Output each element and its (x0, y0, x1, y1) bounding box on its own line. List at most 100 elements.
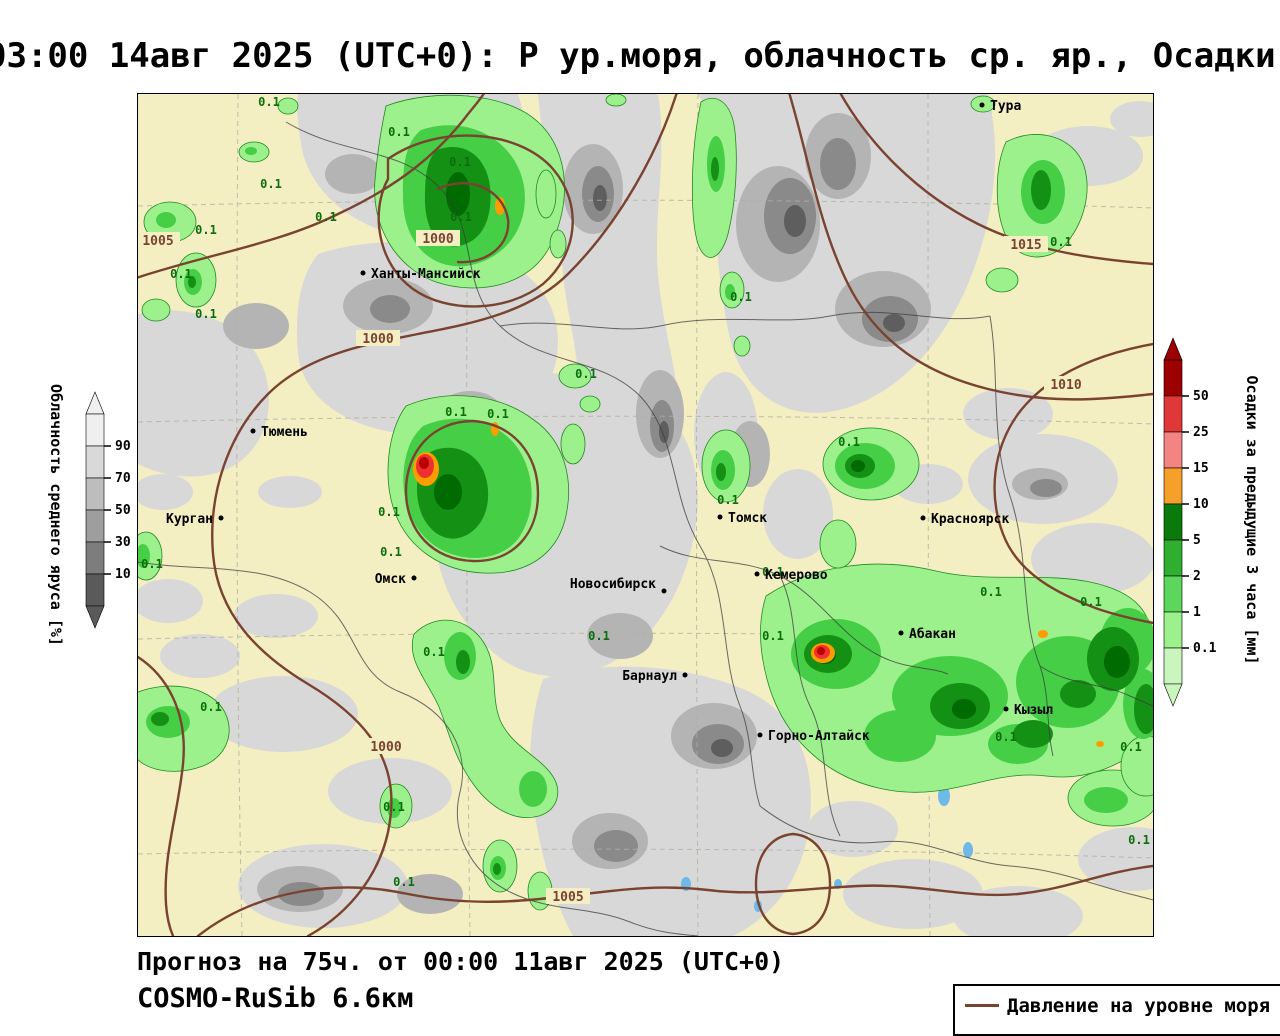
svg-text:30: 30 (115, 535, 131, 550)
svg-text:0.1: 0.1 (378, 505, 400, 519)
city-marker: Красноярск (920, 512, 1009, 527)
city-dot (411, 575, 417, 581)
svg-text:0.1: 0.1 (1193, 641, 1217, 656)
svg-text:0.1: 0.1 (449, 155, 471, 169)
svg-text:0.1: 0.1 (1080, 595, 1102, 609)
cloud-colorbar-label: Облачность среднего яруса [%] (47, 384, 65, 646)
svg-text:0.1: 0.1 (423, 645, 445, 659)
city-label: Тура (990, 99, 1021, 114)
city-dot (218, 515, 224, 521)
svg-text:1005: 1005 (552, 890, 583, 905)
svg-text:0.1: 0.1 (1120, 740, 1142, 754)
svg-text:1015: 1015 (1010, 238, 1041, 253)
city-label: Кызыл (1014, 703, 1053, 718)
svg-text:1: 1 (1193, 605, 1201, 620)
precip-colorbar: 50 25 15 10 5 2 1 0.1 Осадки за предыдущ… (1163, 337, 1261, 707)
city-dot (979, 102, 985, 108)
city-label: Курган (166, 512, 213, 527)
svg-text:1010: 1010 (1050, 378, 1081, 393)
city-dot (682, 672, 688, 678)
svg-text:0.1: 0.1 (195, 223, 217, 237)
city-marker: Томск (717, 511, 767, 526)
forecast-info: Прогноз на 75ч. от 00:00 11авг 2025 (UTC… (137, 947, 785, 976)
isobar-label: 1005 (138, 232, 180, 249)
city-marker: Тюмень (250, 425, 308, 440)
city-marker: Кызыл (1003, 703, 1053, 718)
svg-text:0.1: 0.1 (258, 95, 280, 109)
city-marker: Курган (166, 512, 224, 527)
city-label: Омск (375, 572, 406, 587)
svg-text:0.1: 0.1 (445, 405, 467, 419)
pressure-legend-label: Давление на уровне моря (1007, 995, 1271, 1017)
svg-text:0.1: 0.1 (588, 629, 610, 643)
isobar-label: 1000 (364, 738, 408, 755)
svg-text:0.1: 0.1 (450, 210, 472, 224)
svg-text:0.1: 0.1 (393, 875, 415, 889)
svg-text:0.1: 0.1 (1050, 235, 1072, 249)
city-marker: Барнаул (622, 669, 688, 684)
forecast-map: 1005 1000 1015 1000 1010 1000 1005 0.1 (137, 93, 1154, 937)
city-label: Кемерово (765, 568, 828, 583)
svg-text:0.1: 0.1 (762, 629, 784, 643)
svg-text:0.1: 0.1 (170, 267, 192, 281)
svg-text:10: 10 (115, 567, 131, 582)
page-title: 03:00 14авг 2025 (UTC+0): P ур.моря, обл… (0, 36, 1276, 76)
cloud-colorbar: Облачность среднего яруса [%] 90 70 50 3… (47, 384, 131, 646)
city-label: Томск (728, 511, 767, 526)
city-label: Тюмень (261, 425, 308, 440)
city-label: Барнаул (622, 669, 677, 684)
precip-contour-labels: 0.1 0.1 0.1 0.1 0.1 0.1 0.1 0.1 0.1 0.1 … (141, 95, 1150, 889)
isobar-line-sample (965, 1004, 999, 1007)
city-dot (661, 588, 667, 594)
svg-text:0.1: 0.1 (717, 493, 739, 507)
city-marker: Омск (375, 572, 417, 587)
svg-text:1000: 1000 (362, 332, 393, 347)
city-marker: Новосибирск (570, 577, 667, 594)
city-dot (250, 428, 256, 434)
city-dot (717, 514, 723, 520)
city-marker: Ханты-Мансийск (360, 267, 481, 282)
svg-text:0.1: 0.1 (141, 557, 163, 571)
svg-text:0.1: 0.1 (575, 367, 597, 381)
city-dot (360, 270, 366, 276)
svg-text:0.1: 0.1 (838, 435, 860, 449)
svg-text:1000: 1000 (422, 232, 453, 247)
svg-text:25: 25 (1193, 425, 1209, 440)
cloud-layer-darkest (593, 185, 905, 757)
city-markers: Тура Ханты-Мансийск Тюмень Курган Омск Т… (166, 99, 1053, 744)
city-dot (754, 571, 760, 577)
svg-text:50: 50 (1193, 389, 1209, 404)
forecast-map-canvas: 1005 1000 1015 1000 1010 1000 1005 0.1 (138, 94, 1153, 936)
city-label: Горно-Алтайск (768, 729, 870, 744)
city-label: Абакан (909, 627, 956, 642)
svg-text:0.1: 0.1 (315, 210, 337, 224)
svg-text:2: 2 (1193, 569, 1201, 584)
isobar-label: 1000 (416, 230, 460, 247)
city-label: Новосибирск (570, 577, 656, 592)
svg-text:1000: 1000 (370, 740, 401, 755)
isobar-label: 1010 (1044, 376, 1088, 393)
isobar-labels: 1005 1000 1015 1000 1010 1000 1005 (138, 230, 1088, 905)
svg-text:0.1: 0.1 (195, 307, 217, 321)
isobar-label: 1005 (546, 888, 590, 905)
city-marker: Кемерово (754, 568, 828, 583)
svg-text:0.1: 0.1 (260, 177, 282, 191)
svg-text:0.1: 0.1 (762, 565, 784, 579)
city-dot (1003, 706, 1009, 712)
city-marker: Горно-Алтайск (757, 729, 870, 744)
svg-text:0.1: 0.1 (383, 800, 405, 814)
svg-text:15: 15 (1193, 461, 1209, 476)
city-marker: Абакан (898, 627, 956, 642)
svg-text:10: 10 (1193, 497, 1209, 512)
admin-borders (138, 121, 1153, 936)
city-label: Ханты-Мансийск (371, 267, 481, 282)
precip-colorbar-label: Осадки за предыдущие 3 часа [мм] (1243, 376, 1261, 665)
isobar-label: 1015 (1004, 236, 1048, 253)
pressure-legend: Давление на уровне моря (953, 984, 1280, 1036)
isobar-lines (138, 94, 1153, 936)
svg-text:0.1: 0.1 (980, 585, 1002, 599)
svg-text:0.1: 0.1 (380, 545, 402, 559)
svg-text:50: 50 (115, 503, 131, 518)
svg-text:0.1: 0.1 (200, 700, 222, 714)
svg-text:1005: 1005 (142, 234, 173, 249)
